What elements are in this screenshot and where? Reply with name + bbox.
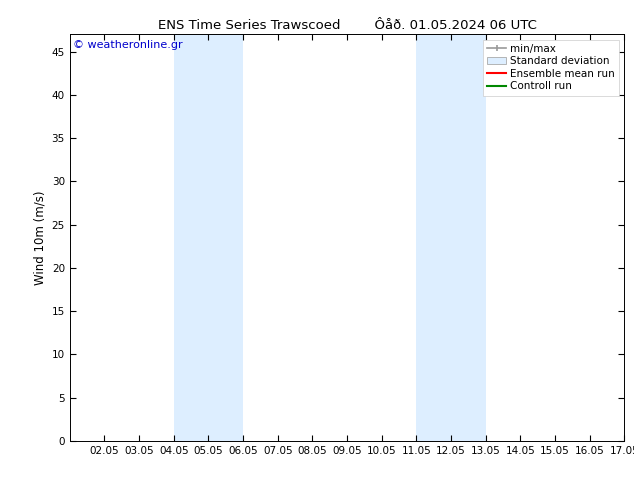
Bar bbox=[417, 34, 486, 441]
Title: ENS Time Series Trawscoed        Ôåð. 01.05.2024 06 UTC: ENS Time Series Trawscoed Ôåð. 01.05.202… bbox=[158, 19, 536, 32]
Legend: min/max, Standard deviation, Ensemble mean run, Controll run: min/max, Standard deviation, Ensemble me… bbox=[483, 40, 619, 96]
Y-axis label: Wind 10m (m/s): Wind 10m (m/s) bbox=[33, 191, 46, 285]
Text: © weatheronline.gr: © weatheronline.gr bbox=[72, 40, 182, 50]
Bar bbox=[174, 34, 243, 441]
